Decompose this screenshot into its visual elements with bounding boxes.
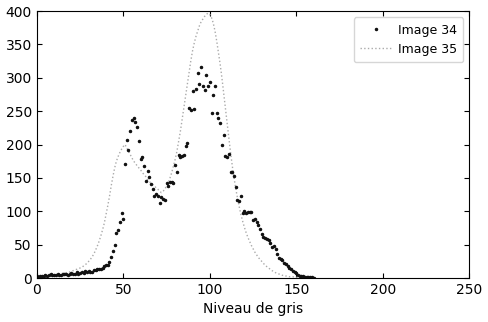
Image 35: [125, 149, 131, 153]
Image 35: [205, 11, 211, 15]
Image 34: [265, 238, 271, 242]
Image 35: [136, 166, 142, 170]
X-axis label: Niveau de gris: Niveau de gris: [203, 302, 303, 317]
Image 35: [299, 275, 305, 279]
Image 34: [136, 139, 142, 143]
Image 35: [110, 175, 116, 178]
Line: Image 35: Image 35: [37, 13, 314, 278]
Image 34: [198, 66, 204, 70]
Image 34: [311, 276, 317, 280]
Image 35: [34, 275, 40, 279]
Legend: Image 34, Image 35: Image 34, Image 35: [354, 17, 463, 62]
Image 35: [305, 276, 311, 280]
Image 34: [34, 274, 40, 278]
Image 34: [110, 249, 116, 253]
Line: Image 34: Image 34: [35, 65, 316, 280]
Image 34: [280, 258, 285, 262]
Image 34: [299, 274, 305, 278]
Image 35: [280, 273, 285, 277]
Image 35: [265, 266, 271, 270]
Image 35: [311, 276, 317, 280]
Image 34: [125, 148, 131, 152]
